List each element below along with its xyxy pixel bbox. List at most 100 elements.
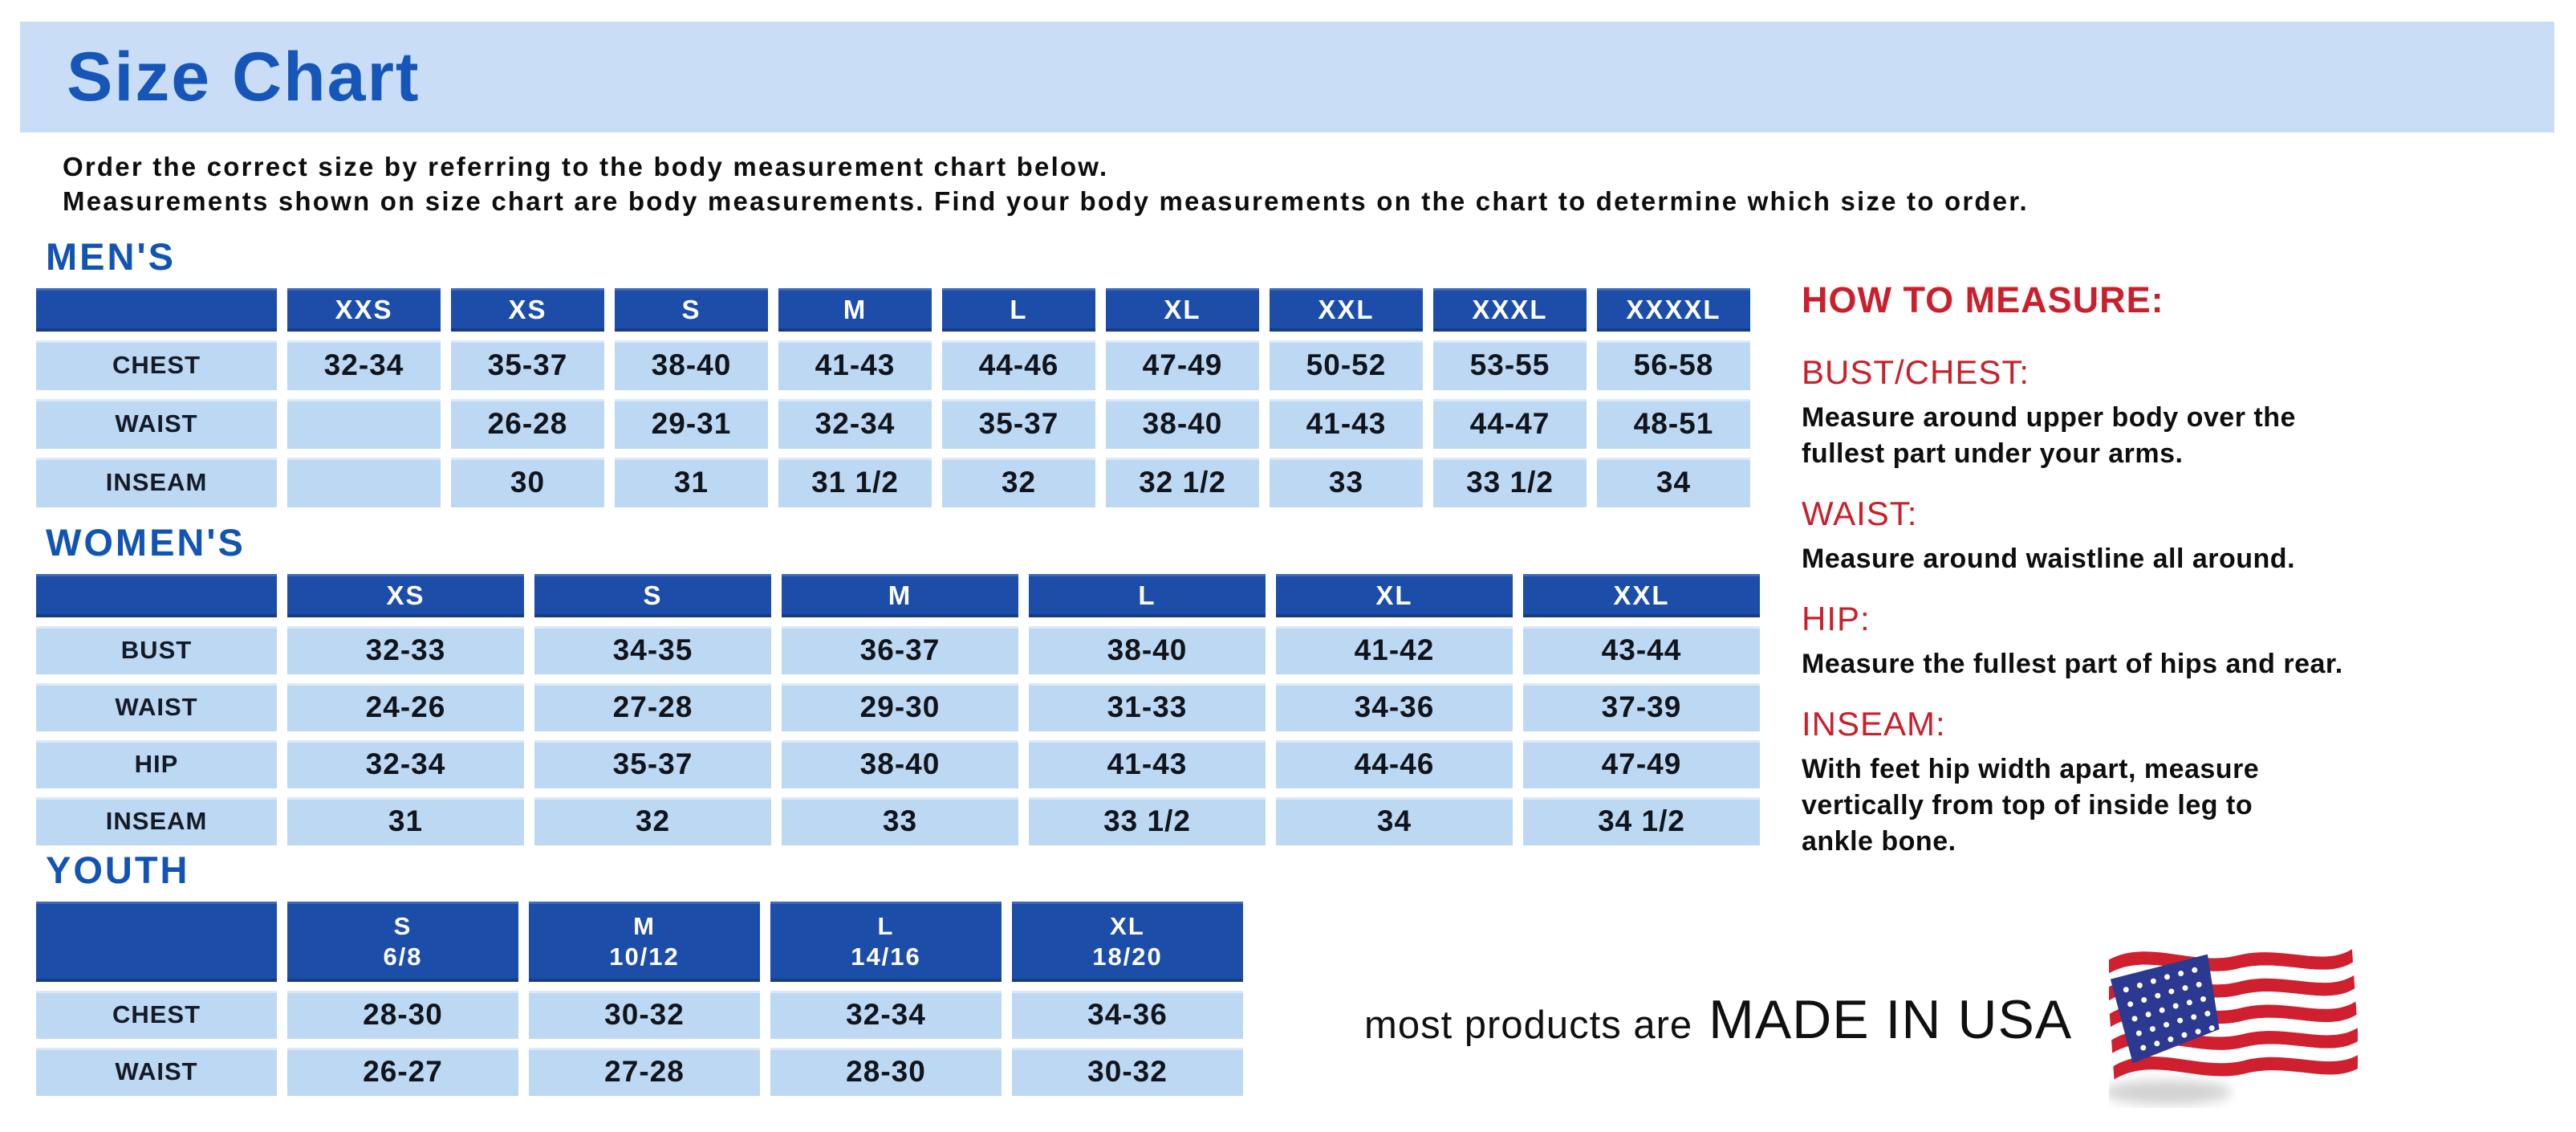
size-column-header: XXS [287,288,441,332]
size-value-cell: 37-39 [1523,683,1760,731]
size-value-cell: 38-40 [782,740,1018,788]
size-value-cell: 27-28 [534,683,771,731]
made-in-usa-text: most products are MADE IN USA [1364,988,2072,1051]
size-value-cell: 34-36 [1276,683,1513,731]
size-value-cell: 38-40 [1029,626,1266,674]
size-column-header: L 14/16 [770,902,1002,982]
size-value-cell: 43-44 [1523,626,1760,674]
size-value-cell: 48-51 [1597,399,1750,449]
size-value-cell: 34 [1597,458,1750,507]
size-column-header: L [942,288,1095,332]
measure-text-inseam: With feet hip width apart, measure verti… [1802,754,2260,857]
size-value-cell: 31-33 [1029,683,1266,731]
size-column-header-stack: M 10/12 [609,911,680,972]
size-value-cell: 28-30 [770,1048,1002,1096]
row-label-cell: CHEST [36,991,277,1039]
size-value-cell: 56-58 [1597,340,1750,390]
size-column-header: XXL [1270,288,1423,332]
row-label-cell: BUST [36,626,277,674]
size-value-cell: 36-37 [782,626,1018,674]
size-value-cell: 26-27 [287,1048,518,1096]
made-in-usa-row: most products are MADE IN USA [1364,923,2361,1116]
size-value-cell: 41-43 [1029,740,1266,788]
measure-label-hip: HIP: [1802,600,1871,637]
size-value-cell: 31 1/2 [778,458,932,507]
size-column-header: XXXXL [1597,288,1750,332]
size-value-cell: 31 [615,458,768,507]
size-value-cell: 35-37 [451,340,604,390]
size-column-header: XXL [1523,574,1760,617]
how-to-measure-section: HOW TO MEASURE: BUST/CHEST: Measure arou… [1802,279,2576,860]
size-value-cell: 31 [287,797,524,845]
womens-size-table: XS S M L XL XXL BUST 32-33 34-35 36-37 38-40 41-42 4… [36,574,1760,845]
size-value-cell: 27-28 [529,1048,760,1096]
youth-section: YOUTH S 6/8 M 10/12 L 14/16 XL 18/20 CHEST 28-30 3… [36,848,1243,1096]
size-value-cell: 32 [942,458,1095,507]
size-value-cell: 24-26 [287,683,524,731]
size-value-cell: 33 [782,797,1018,845]
size-value-cell: 32-34 [287,340,441,390]
size-value-cell: 29-30 [782,683,1018,731]
youth-section-heading: YOUTH [46,849,190,891]
size-column-header: XL 18/20 [1012,902,1243,982]
size-value-cell: 33 1/2 [1433,458,1587,507]
made-in-usa-emphasis: MADE IN USA [1709,989,2073,1050]
womens-section-heading: WOMEN'S [46,521,246,564]
size-value-cell: 35-37 [942,399,1095,449]
measure-label-bust-chest: BUST/CHEST: [1802,353,2030,391]
row-label-cell: WAIST [36,683,277,731]
size-value-cell: 32-34 [770,991,1002,1039]
size-value-cell: 44-46 [942,340,1095,390]
mens-section: MEN'S XXS XS S M L XL XXL XXXL XXXXL CHEST 32-34 35… [36,234,1750,507]
intro-text: Order the correct size by referring to t… [63,149,2029,218]
size-value-cell: 41-43 [1270,399,1423,449]
size-value-cell: 26-28 [451,399,604,449]
size-letter: S [393,912,412,940]
size-value-cell: 32-33 [287,626,524,674]
mens-section-heading: MEN'S [46,235,176,278]
table-corner-cell [36,288,277,332]
measure-text-waist: Measure around waistline all around. [1802,544,2296,574]
measure-label-inseam: INSEAM: [1802,705,1946,743]
size-letter: M [633,912,656,940]
size-value-cell: 38-40 [615,340,768,390]
size-value-cell: 38-40 [1106,399,1259,449]
size-value-cell: 50-52 [1270,340,1423,390]
intro-line-1: Order the correct size by referring to t… [63,152,1109,181]
size-value-cell: 35-37 [534,740,771,788]
row-label-cell: HIP [36,740,277,788]
made-in-usa-prefix: most products are [1364,1004,1693,1047]
size-value-cell: 32-34 [287,740,524,788]
size-value-cell: 32-34 [778,399,932,449]
size-value-cell: 34 [1276,797,1513,845]
size-range: 14/16 [851,943,921,971]
measure-text-hip: Measure the fullest part of hips and rea… [1802,649,2343,679]
table-corner-cell [36,902,277,982]
size-column-header: XS [287,574,524,617]
size-column-header-stack: S 6/8 [383,911,422,972]
page-title: Size Chart [67,38,421,116]
size-column-header: S [615,288,768,332]
size-range: 18/20 [1092,943,1163,971]
size-letter: L [877,912,895,940]
size-value-cell: 53-55 [1433,340,1587,390]
size-column-header: XL [1276,574,1513,617]
size-value-cell [287,458,441,507]
size-letter: XL [1110,912,1145,940]
size-column-header: XL [1106,288,1259,332]
size-column-header-stack: XL 18/20 [1092,911,1163,972]
size-value-cell: 32 [534,797,771,845]
row-label-cell: WAIST [36,1048,277,1096]
table-corner-cell [36,574,277,617]
size-value-cell: 33 1/2 [1029,797,1266,845]
mens-size-table: XXS XS S M L XL XXL XXXL XXXXL CHEST 32-34 35-37 38-… [36,288,1750,507]
size-value-cell: 41-43 [778,340,932,390]
size-value-cell: 47-49 [1106,340,1259,390]
size-column-header: XXXL [1433,288,1587,332]
how-to-measure-title: HOW TO MEASURE: [1802,279,2164,320]
size-column-header: M [778,288,932,332]
size-column-header: XS [451,288,604,332]
size-range: 10/12 [609,943,680,971]
size-column-header: S [534,574,771,617]
size-value-cell: 44-46 [1276,740,1513,788]
